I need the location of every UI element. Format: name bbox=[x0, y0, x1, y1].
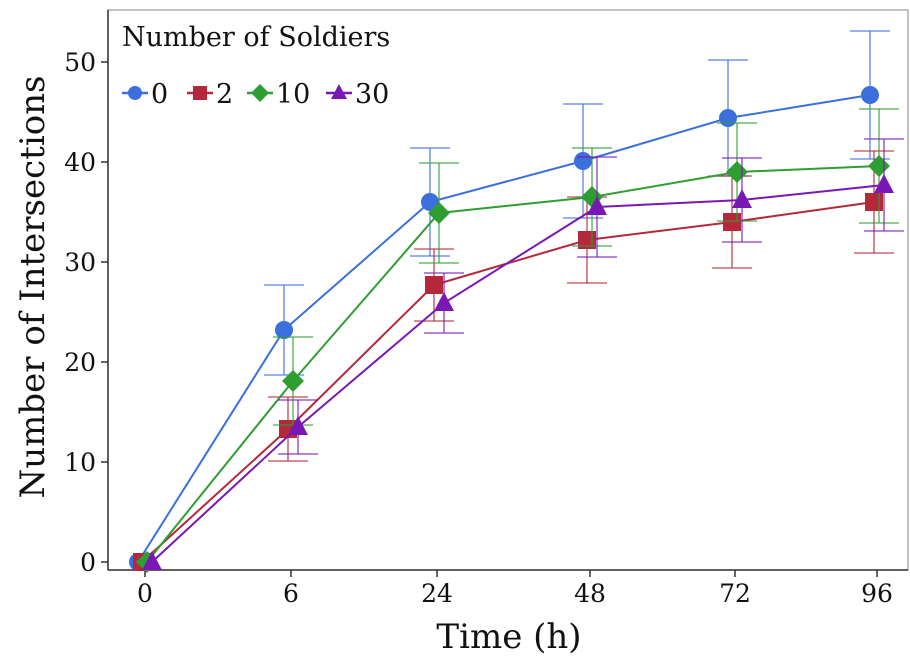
data-point bbox=[587, 196, 607, 215]
data-point bbox=[142, 551, 162, 570]
data-point bbox=[275, 321, 293, 339]
y-tick-label: 40 bbox=[64, 148, 96, 177]
x-axis-label: Time (h) bbox=[436, 617, 581, 657]
y-tick-label: 0 bbox=[80, 548, 96, 577]
y-tick-label: 10 bbox=[64, 448, 96, 477]
data-point bbox=[732, 189, 752, 208]
x-tick-label: 48 bbox=[574, 579, 606, 608]
series-0 bbox=[129, 30, 890, 571]
legend-label: 2 bbox=[216, 79, 233, 110]
x-tick-label: 6 bbox=[283, 579, 299, 608]
legend-item-10: 10 bbox=[247, 79, 310, 110]
data-point bbox=[434, 292, 454, 311]
data-point bbox=[865, 193, 883, 211]
x-tick-label: 72 bbox=[719, 579, 751, 608]
legend-marker bbox=[251, 84, 269, 102]
legend-marker bbox=[128, 86, 142, 100]
series-2 bbox=[133, 150, 894, 571]
x-tick-label: 24 bbox=[421, 579, 453, 608]
series-30 bbox=[142, 138, 904, 570]
legend-label: 10 bbox=[276, 79, 310, 110]
legend-title: Number of Soldiers bbox=[122, 22, 390, 53]
series-line bbox=[146, 165, 880, 563]
legend: Number of Soldiers 0 2 10 30 bbox=[122, 22, 390, 110]
series-layer bbox=[129, 30, 904, 573]
legend-item-2: 2 bbox=[187, 79, 233, 110]
legend-marker bbox=[193, 86, 207, 100]
legend-label: 30 bbox=[355, 79, 389, 110]
legend-label: 0 bbox=[151, 79, 168, 110]
data-point bbox=[726, 161, 748, 183]
data-point bbox=[574, 152, 592, 170]
y-axis-label: Number of Intersections bbox=[13, 75, 53, 498]
series-line bbox=[141, 201, 875, 563]
legend-marker bbox=[331, 84, 347, 99]
y-tick-label: 20 bbox=[64, 348, 96, 377]
data-point bbox=[874, 174, 894, 193]
data-point bbox=[425, 276, 443, 294]
series-line bbox=[151, 184, 885, 563]
data-point bbox=[861, 86, 879, 104]
y-tick-label: 30 bbox=[64, 248, 96, 277]
x-axis: 0 6 24 48 72 96 bbox=[108, 569, 908, 608]
data-point bbox=[723, 213, 741, 231]
x-tick-label: 96 bbox=[861, 579, 893, 608]
y-axis: 0 10 20 30 40 50 bbox=[64, 10, 109, 577]
x-tick-label: 0 bbox=[137, 579, 153, 608]
series-line bbox=[137, 94, 871, 563]
legend-item-30: 30 bbox=[326, 79, 389, 110]
y-tick-label: 50 bbox=[64, 48, 96, 77]
data-point bbox=[719, 109, 737, 127]
data-point bbox=[282, 370, 304, 392]
data-point bbox=[288, 416, 308, 435]
legend-item-0: 0 bbox=[122, 79, 168, 110]
data-point bbox=[428, 202, 450, 224]
data-point bbox=[868, 155, 890, 177]
